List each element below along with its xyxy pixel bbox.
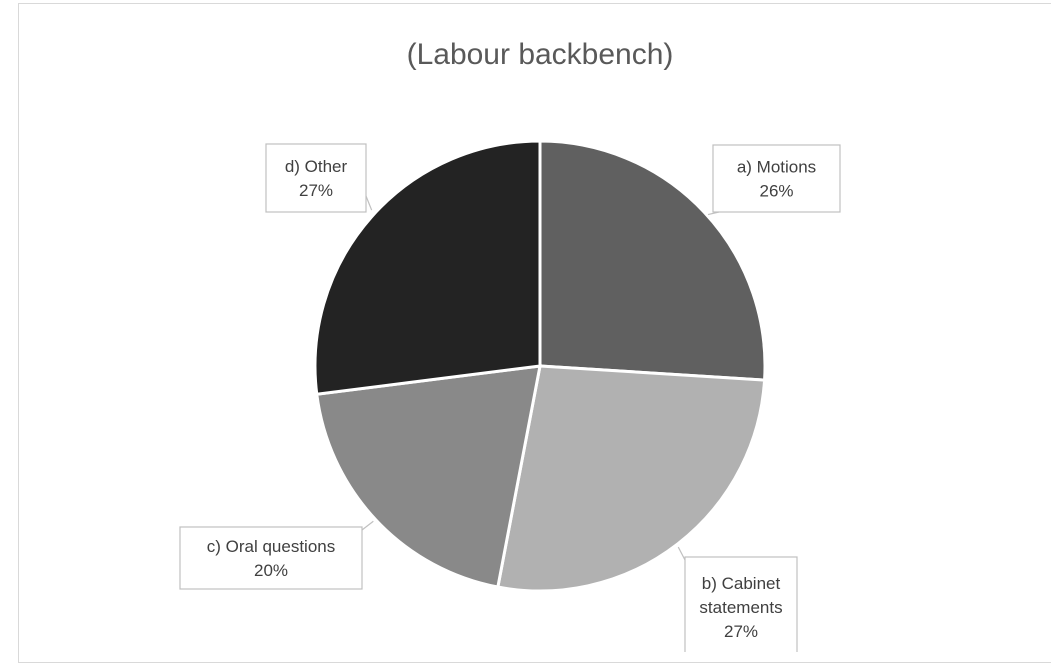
data-label: c) Oral questions 20% (179, 520, 374, 590)
data-label-category: a) Motions (737, 158, 816, 177)
data-label-category: b) Cabinet (702, 574, 781, 593)
data-label-box (684, 556, 798, 652)
data-label-percent: 27% (724, 622, 758, 641)
data-label: b) Cabinet statements 27% (677, 546, 798, 652)
data-label-box (265, 143, 367, 213)
data-label-category: c) Oral questions (207, 537, 336, 556)
data-label-percent: 27% (299, 181, 333, 200)
data-labels: a) Motions 26% b) Cabinet statements 27% c) O… (179, 143, 841, 652)
pie-slice (313, 139, 542, 396)
chart-title: (Labour backbench) (407, 38, 674, 71)
pie-slice (496, 364, 767, 593)
data-label: a) Motions 26% (707, 144, 841, 216)
data-label-category: statements (699, 598, 782, 617)
leader-line (707, 211, 720, 216)
data-label-box (179, 526, 363, 590)
leader-line (365, 195, 373, 211)
pie-slice (538, 139, 767, 382)
pie-slices (313, 139, 767, 593)
data-label-percent: 26% (759, 182, 793, 201)
leader-line (361, 520, 374, 531)
data-label-percent: 20% (254, 561, 288, 580)
data-label: d) Other 27% (265, 143, 373, 213)
data-label-box (712, 144, 841, 213)
data-label-category: d) Other (285, 157, 348, 176)
leader-line (677, 546, 686, 561)
pie-slice (315, 364, 542, 589)
